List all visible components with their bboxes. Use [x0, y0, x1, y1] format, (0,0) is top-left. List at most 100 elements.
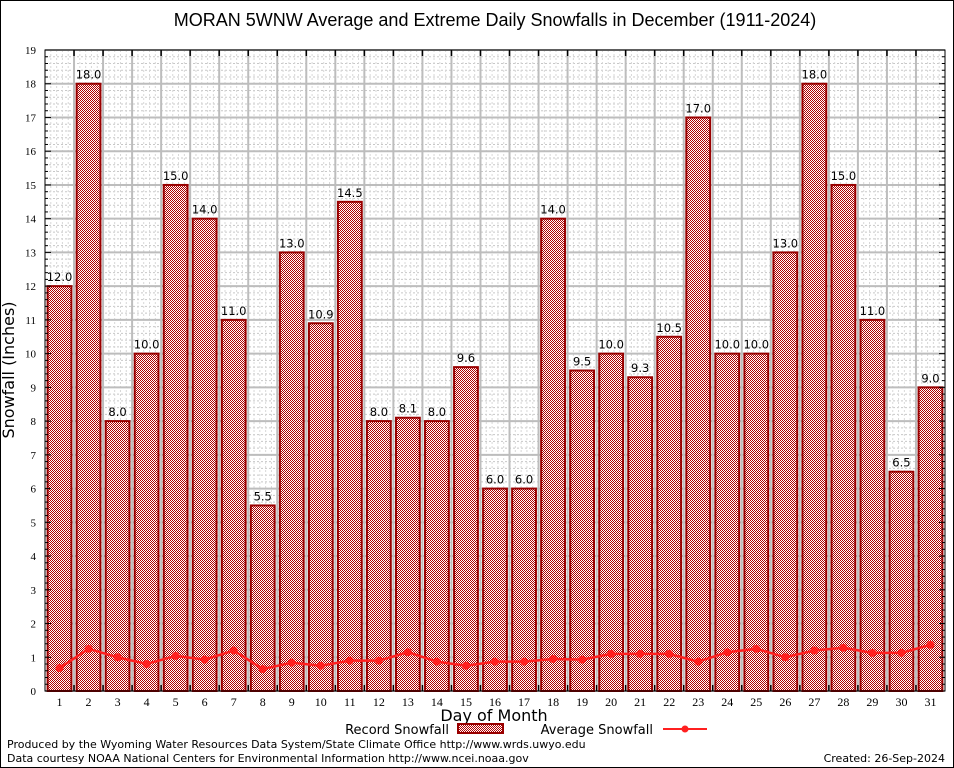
- y-tick-label: 17: [25, 112, 37, 124]
- legend-average-label: Average Snowfall: [541, 723, 653, 738]
- y-tick-label: 10: [25, 349, 37, 361]
- footer-producer: Produced by the Wyoming Water Resources …: [7, 738, 586, 751]
- bar-label-day-24: 10.0: [714, 338, 740, 352]
- x-tick-label: 26: [779, 695, 791, 709]
- y-axis-label: Snowfall (Inches): [0, 301, 18, 438]
- x-tick-label: 24: [721, 695, 733, 709]
- x-tick-label: 31: [924, 695, 936, 709]
- x-tick-label: 12: [373, 695, 385, 709]
- y-tick-label: 4: [31, 551, 37, 563]
- bar-label-day-2: 18.0: [76, 68, 102, 82]
- average-point-day-1: [55, 664, 64, 673]
- bar-labels: 12.0 18.0 8.0 10.0 15.0 14.0 11.0 5.5 13.0 10.9 14…: [47, 68, 940, 504]
- x-tick-label: 11: [344, 695, 356, 709]
- bar-label-day-8: 5.5: [254, 489, 272, 503]
- x-axis-label: Day of Month: [440, 706, 547, 725]
- x-tick-label: 22: [663, 695, 675, 709]
- bar-day-1: [46, 285, 73, 692]
- bar-label-day-17: 6.0: [515, 473, 533, 487]
- average-point-day-17: [520, 657, 529, 666]
- legend-record-swatch: [457, 723, 504, 734]
- legend: Record Snowfall Average Snowfall: [345, 723, 707, 738]
- average-point-day-23: [694, 657, 703, 666]
- bar-label-day-3: 8.0: [108, 405, 126, 419]
- average-point-day-31: [926, 640, 935, 649]
- x-tick-label: 1: [57, 695, 63, 709]
- bar-day-7: [220, 318, 247, 692]
- average-point-day-12: [374, 656, 383, 665]
- bar-label-day-22: 10.5: [656, 321, 682, 335]
- bar-day-15: [453, 366, 479, 692]
- average-point-day-20: [607, 649, 616, 658]
- bar-label-day-16: 6.0: [486, 473, 504, 487]
- x-tick-label: 5: [173, 695, 179, 709]
- bar-day-23: [685, 116, 712, 692]
- bar-day-27: [801, 82, 828, 693]
- average-point-day-11: [345, 656, 354, 665]
- bar-day-12: [365, 420, 392, 692]
- average-point-day-15: [461, 661, 470, 670]
- x-tick-label: 14: [431, 695, 443, 709]
- bar-day-29: [859, 318, 886, 692]
- bar-label-day-5: 15.0: [163, 169, 189, 183]
- bar-label-day-18: 14.0: [540, 203, 566, 217]
- bar-day-18: [540, 217, 566, 692]
- x-tick-label: 4: [144, 695, 150, 709]
- average-point-day-26: [781, 653, 790, 662]
- bar-label-day-11: 14.5: [337, 186, 363, 200]
- x-tick-label: 8: [260, 695, 266, 709]
- bar-label-day-15: 9.6: [457, 351, 475, 365]
- x-tick-label: 30: [895, 695, 907, 709]
- bar-label-day-21: 9.3: [631, 361, 649, 375]
- bar-day-28: [830, 183, 857, 693]
- y-tick-label: 18: [25, 79, 37, 91]
- bar-label-day-27: 18.0: [802, 68, 828, 82]
- x-tick-label: 28: [837, 695, 849, 709]
- y-tick-label: 5: [31, 517, 37, 529]
- y-tick-label: 8: [31, 416, 37, 428]
- average-point-day-16: [491, 657, 499, 666]
- bar-day-19: [569, 369, 595, 692]
- y-tick-label: 0: [31, 686, 37, 698]
- bar-day-11: [336, 200, 363, 692]
- average-point-day-21: [636, 649, 645, 658]
- x-tick-label: 6: [202, 695, 208, 709]
- x-tick-label: 21: [634, 695, 646, 709]
- y-tick-label: 9: [31, 382, 37, 394]
- bar-day-2: [75, 82, 102, 693]
- y-tick-label: 15: [25, 180, 37, 192]
- bar-label-day-25: 10.0: [743, 338, 769, 352]
- bar-label-day-9: 13.0: [279, 236, 305, 250]
- x-tick-label: 20: [605, 695, 617, 709]
- average-point-day-5: [171, 651, 180, 660]
- y-tick-label: 19: [25, 45, 37, 57]
- bar-day-25: [743, 352, 770, 692]
- average-point-day-24: [723, 648, 732, 657]
- y-tick-label: 11: [25, 315, 36, 327]
- average-line: [55, 640, 935, 674]
- average-point-day-2: [84, 644, 93, 653]
- average-point-day-14: [432, 657, 441, 666]
- bar-day-3: [104, 420, 131, 692]
- x-tick-label: 19: [576, 695, 588, 709]
- average-point-day-8: [258, 665, 267, 674]
- x-tick-label: 7: [231, 695, 237, 709]
- bar-label-day-6: 14.0: [192, 203, 218, 217]
- y-tick-label: 16: [25, 146, 37, 158]
- bar-label-day-30: 6.5: [892, 456, 910, 470]
- x-tick-label: 23: [692, 695, 704, 709]
- average-point-day-9: [287, 658, 296, 667]
- bar-label-day-28: 15.0: [831, 169, 857, 183]
- bar-day-10: [307, 322, 334, 692]
- average-point-day-13: [403, 648, 412, 657]
- bar-day-14: [424, 420, 450, 692]
- x-tick-label: 16: [489, 695, 501, 709]
- y-tick-label: 14: [25, 214, 37, 226]
- average-point-day-18: [549, 654, 558, 663]
- bar-label-day-4: 10.0: [134, 338, 160, 352]
- bar-day-26: [772, 251, 799, 692]
- bar-label-day-23: 17.0: [685, 101, 711, 115]
- average-point-day-19: [578, 655, 587, 664]
- x-tick-label: 10: [315, 695, 327, 709]
